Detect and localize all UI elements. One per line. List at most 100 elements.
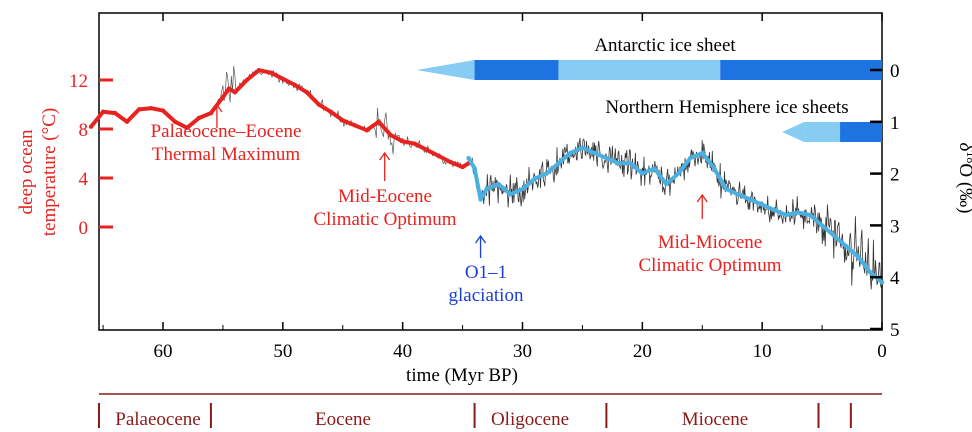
d18o-point [736,192,741,197]
x-tick-label: 60 [154,341,173,362]
d18o-point [855,254,861,259]
data-series [88,68,885,285]
temperature-point [226,86,232,91]
d18o-point [466,155,471,161]
temperature-point [88,124,94,129]
left-axis-label-line2: temperature (°C) [39,108,60,236]
d18o-point [831,233,837,238]
annotation-0-line-0: Palaeocene–Eocene [151,121,302,142]
d18o-point [712,166,717,171]
y-right-tick-label: 0 [890,61,900,82]
temperature-point [172,119,178,124]
d18o-point [484,186,489,192]
d18o-point [724,186,729,192]
annotation-1-line-1: Climatic Optimum [313,209,456,230]
d18o-point [628,161,633,166]
annotation-0-arrowhead [211,103,223,113]
temperature-point [256,68,262,73]
temperature-point [232,90,238,95]
epoch-label-palaeocene: Palaeocene [115,409,200,430]
temperature-point [304,90,309,95]
d18o-point [747,197,753,202]
x-tick-label: 20 [633,341,652,362]
d18o-point [664,181,669,187]
annotation-1-arrowhead [379,151,391,161]
plot-frame [98,12,883,331]
y-left-tick-label: 0 [79,218,89,239]
y-right-tick-label: 4 [890,268,900,289]
d18o-point [556,161,561,166]
d18o-point [819,223,825,228]
x-tick-label: 0 [877,341,887,362]
annotation-3-arrowhead [696,193,708,203]
d18o-point [640,171,645,176]
epoch-label-oligocene: Oligocene [491,409,569,430]
ice-sheet-bars: Antarctic ice sheet Northern Hemisphere i… [416,35,882,142]
d18o-point [532,176,537,181]
d18o-point [795,210,801,215]
temperature-point [220,94,226,100]
d18o-point [688,155,693,161]
d18o-point [783,212,789,218]
temperature-point [352,123,357,128]
ice-sheet-0-tip [416,60,475,80]
y-right-tick-label: 5 [890,320,900,341]
ice-sheet-1-label: Northern Hemisphere ice sheets [605,97,848,118]
x-tick-label: 50 [273,341,292,362]
epoch-label-eocene: Eocene [315,409,371,430]
left-axis-label-line1: deep ocean [16,129,37,214]
temperature-point [244,77,250,83]
epoch-label-miocene: Miocene [682,409,748,430]
temperature-point [364,128,369,133]
temperature-point [280,76,286,81]
annotation-2-arrowhead [475,234,487,244]
d18o-point [472,166,477,171]
d18o-point [676,171,681,176]
temperature-point [316,102,321,107]
temperature-point [436,153,441,159]
annotation-0-line-1: Thermal Maximum [152,144,300,165]
ice-sheet-0-label: Antarctic ice sheet [594,35,736,56]
temperature-point [376,119,381,124]
annotation-1-line-0: Mid-Eocene [338,186,432,207]
d18o-point [771,207,777,213]
x-tick-label: 30 [513,341,532,362]
d18o-point [807,212,813,218]
x-tick-label: 40 [393,341,412,362]
left-axis-label: deep ocean temperature (°C) [16,108,60,236]
right-axis-label: δ18O (‰) [955,143,972,214]
y-left-tick-label: 4 [79,169,89,190]
temperature-point [388,132,393,138]
x-tick-label: 10 [753,341,772,362]
temperature-series-line [89,68,471,169]
y-right-tick-label: 2 [890,165,900,186]
temperature-point [424,147,429,153]
ice-sheet-0-segment-2 [720,60,882,80]
temperature-point [328,109,333,115]
d18o-point [520,186,525,192]
d18o-point [604,155,609,161]
temperature-point [448,159,453,165]
epoch-scale: Palaeocene Eocene Oligocene Miocene [98,403,852,430]
ice-sheet-1-segment-0 [804,122,841,142]
annotation-2-line-1: glaciation [449,285,524,306]
y-left-tick-label: 12 [69,71,88,92]
d18o-point [843,243,849,249]
temperature-point [196,115,202,121]
temperature-point [124,119,130,124]
d18o-point [580,145,585,150]
d18o-point [652,166,657,171]
d18o-point [508,192,513,197]
temperature-point [100,109,106,115]
y-right-tick-label: 1 [890,113,900,134]
annotation-3-line-1: Climatic Optimum [638,255,781,276]
d18o-point [592,150,597,156]
y-left-tick-label: 8 [79,120,89,141]
temperature-point [184,125,190,130]
d18o-point [568,150,573,156]
annotation-2-line-0: O1–1 [465,262,507,283]
temperature-point [112,110,118,116]
